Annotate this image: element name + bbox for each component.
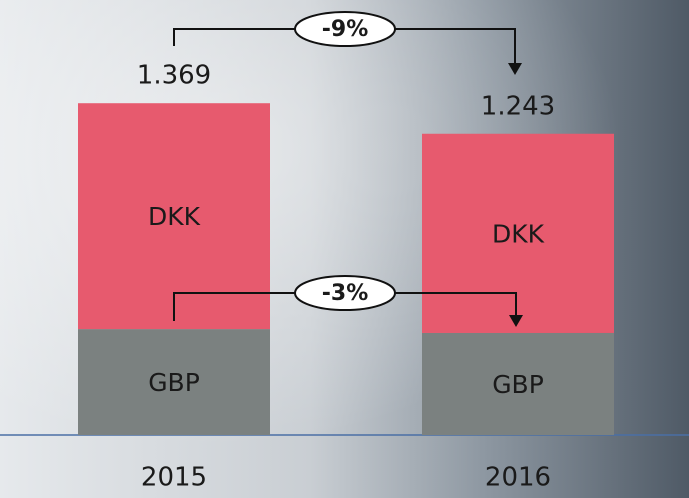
- bar-segment: [422, 332, 614, 435]
- annotation: -3%: [322, 281, 368, 306]
- total-label: 1.369: [137, 61, 211, 91]
- x-tick-label: 2016: [485, 463, 551, 493]
- segment-label: DKK: [148, 202, 201, 231]
- total-label: 1.243: [481, 91, 555, 121]
- x-tick-label: 2015: [141, 463, 207, 493]
- annotation-bubble: [294, 275, 396, 311]
- annotation-bubble: [294, 11, 396, 47]
- arrow-head: [508, 63, 522, 75]
- bar-segment: [422, 133, 614, 333]
- arrow-head: [509, 315, 523, 327]
- segment-label: DKK: [492, 219, 545, 248]
- segment-label: GBP: [148, 368, 200, 397]
- bar-segment: [78, 103, 270, 330]
- annotation: -9%: [322, 17, 368, 42]
- bar-segment: [78, 329, 270, 435]
- segment-label: GBP: [492, 370, 544, 399]
